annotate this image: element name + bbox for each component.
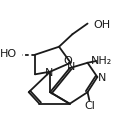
Text: NH₂: NH₂ [91,56,112,66]
Text: N: N [98,73,106,83]
Text: HO: HO [0,49,17,59]
Text: Cl: Cl [84,101,95,111]
Text: N: N [45,68,53,78]
Text: O: O [64,56,72,66]
Text: N: N [66,62,75,72]
Text: OH: OH [93,20,110,30]
